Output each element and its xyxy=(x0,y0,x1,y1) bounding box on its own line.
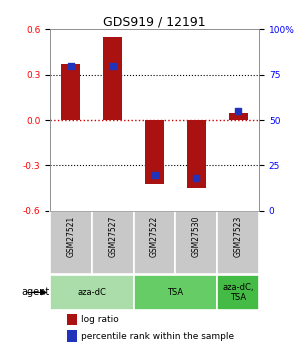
Point xyxy=(236,108,241,114)
Bar xyxy=(67,330,77,342)
Bar xyxy=(175,211,217,274)
Point xyxy=(152,172,157,177)
Point xyxy=(68,63,73,68)
Text: GSM27522: GSM27522 xyxy=(150,216,159,257)
Bar xyxy=(134,275,217,310)
Bar xyxy=(217,275,259,310)
Text: aza-dC,
TSA: aza-dC, TSA xyxy=(222,283,254,302)
Text: GSM27530: GSM27530 xyxy=(192,216,201,257)
Bar xyxy=(229,112,248,120)
Bar xyxy=(50,211,92,274)
Point xyxy=(110,63,115,68)
Text: agent: agent xyxy=(22,287,50,297)
Text: percentile rank within the sample: percentile rank within the sample xyxy=(81,332,235,341)
Title: GDS919 / 12191: GDS919 / 12191 xyxy=(103,15,206,28)
Bar xyxy=(50,275,134,310)
Text: TSA: TSA xyxy=(167,288,184,297)
Bar xyxy=(92,211,134,274)
Text: GSM27521: GSM27521 xyxy=(66,216,75,257)
Bar xyxy=(145,120,164,184)
Point xyxy=(194,175,199,181)
Bar xyxy=(134,211,175,274)
Bar xyxy=(67,314,77,325)
Bar xyxy=(103,37,122,120)
Text: GSM27523: GSM27523 xyxy=(234,216,243,257)
Text: log ratio: log ratio xyxy=(81,315,119,324)
Bar xyxy=(187,120,206,188)
Bar xyxy=(62,64,80,120)
Text: GSM27527: GSM27527 xyxy=(108,216,117,257)
Text: aza-dC: aza-dC xyxy=(77,288,106,297)
Bar xyxy=(217,211,259,274)
